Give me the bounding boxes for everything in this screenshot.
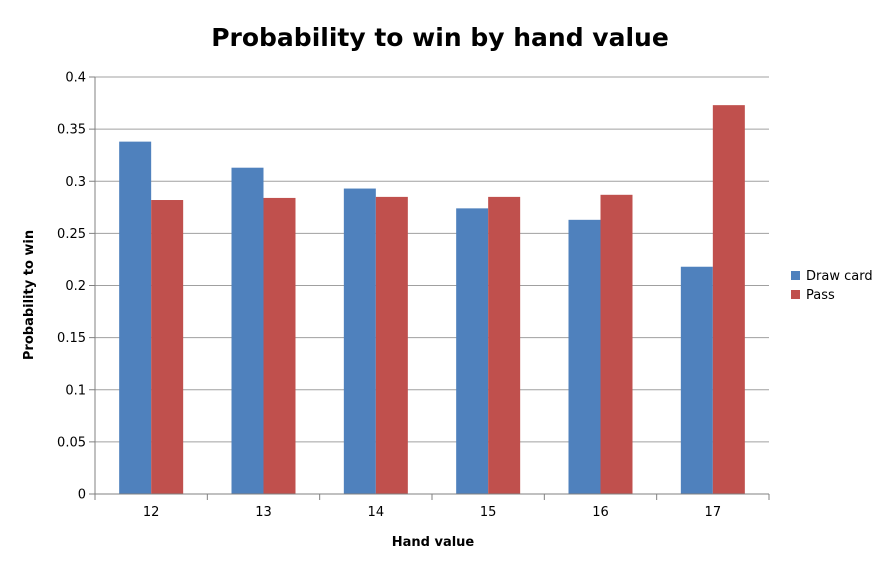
bar-draw-card-16 bbox=[568, 219, 601, 494]
bar-pass-14 bbox=[375, 196, 408, 494]
x-tick-label: 16 bbox=[592, 505, 609, 520]
legend-swatch-draw-card bbox=[791, 271, 800, 280]
bar-draw-card-12 bbox=[119, 141, 152, 494]
bar-pass-12 bbox=[151, 200, 184, 494]
y-tick-label: 0.3 bbox=[65, 175, 86, 190]
y-tick-label: 0.35 bbox=[57, 123, 86, 138]
x-tick-label: 15 bbox=[480, 505, 497, 520]
y-tick-label: 0 bbox=[78, 488, 86, 503]
bar-pass-13 bbox=[263, 197, 296, 494]
bar-draw-card-15 bbox=[456, 208, 489, 495]
y-tick-label: 0.1 bbox=[65, 383, 86, 398]
bar-draw-card-17 bbox=[680, 266, 713, 494]
chart-title: Probability to win by hand value bbox=[211, 23, 669, 52]
x-tick-label: 17 bbox=[705, 505, 722, 520]
x-tick-labels: 12 13 14 15 16 17 bbox=[143, 505, 721, 520]
gridlines bbox=[89, 76, 769, 495]
bars bbox=[119, 105, 745, 495]
axes bbox=[94, 77, 770, 500]
y-axis-title: Probability to win bbox=[22, 230, 37, 360]
legend-label: Pass bbox=[806, 288, 835, 303]
y-tick-label: 0.25 bbox=[57, 227, 86, 242]
legend-label: Draw card bbox=[806, 269, 873, 284]
x-tick-label: 12 bbox=[143, 505, 160, 520]
y-tick-label: 0.15 bbox=[57, 331, 86, 346]
y-tick-label: 0.2 bbox=[65, 279, 86, 294]
bar-draw-card-14 bbox=[343, 188, 376, 495]
x-tick-label: 13 bbox=[255, 505, 272, 520]
x-axis-title: Hand value bbox=[392, 535, 475, 550]
bar-pass-17 bbox=[712, 105, 745, 495]
y-tick-labels: 0 0.05 0.1 0.15 0.2 0.25 0.3 0.35 0.4 bbox=[57, 71, 86, 503]
bar-pass-16 bbox=[600, 194, 633, 495]
x-tick-label: 14 bbox=[368, 505, 385, 520]
bar-draw-card-13 bbox=[231, 167, 264, 494]
y-tick-label: 0.4 bbox=[65, 71, 86, 86]
legend: Draw card Pass bbox=[791, 269, 873, 303]
bar-pass-15 bbox=[488, 196, 521, 494]
y-tick-label: 0.05 bbox=[57, 435, 86, 450]
legend-swatch-pass bbox=[791, 290, 800, 299]
